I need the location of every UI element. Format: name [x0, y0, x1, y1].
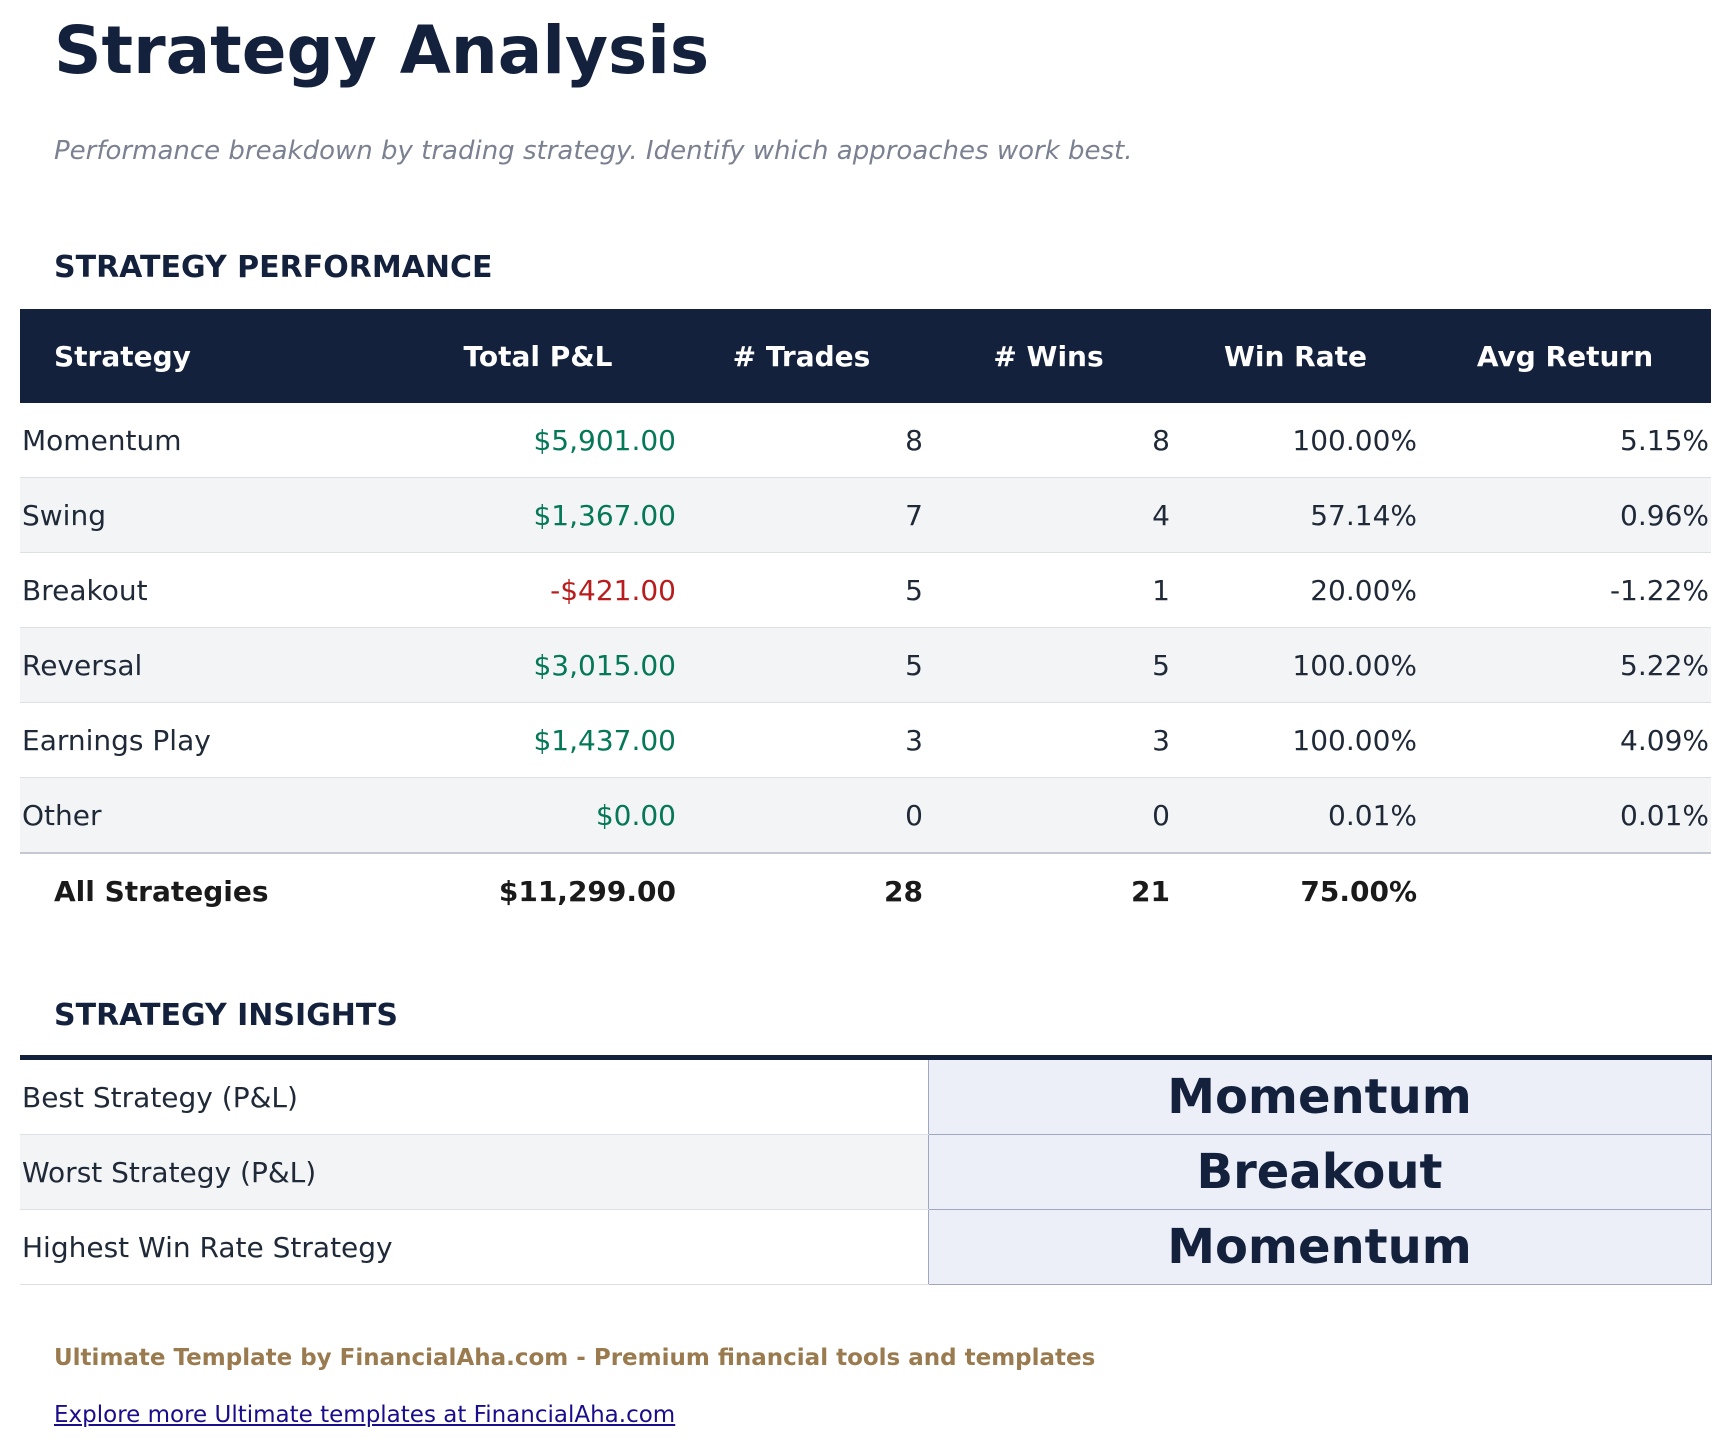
table-cell: -1.22%	[1419, 552, 1711, 628]
insight-row: Best Strategy (P&L) Momentum	[20, 1057, 1712, 1135]
table-cell: 5	[678, 627, 925, 703]
table-cell: -$421.00	[398, 552, 678, 628]
performance-table: Strategy Total P&L # Trades # Wins Win Rate A…	[20, 309, 1711, 929]
table-cell: 5.22%	[1419, 627, 1711, 703]
total-cell: $11,299.00	[398, 852, 678, 929]
header-row: Strategy Total P&L # Trades # Wins Win Rate A…	[20, 309, 1711, 403]
table-cell: Swing	[20, 477, 398, 553]
table-cell: Reversal	[20, 627, 398, 703]
table-cell: $0.00	[398, 777, 678, 854]
table-cell: 8	[678, 403, 925, 478]
total-cell: 21	[925, 852, 1172, 929]
table-cell: 4.09%	[1419, 702, 1711, 778]
table-row: Reversal $3,015.00 5 5 100.00% 5.22%	[20, 627, 1711, 703]
table-cell: 0.01%	[1172, 777, 1419, 854]
footer-link[interactable]: Explore more Ultimate templates at Finan…	[54, 1402, 676, 1428]
table-cell: Earnings Play	[20, 702, 398, 778]
insight-label: Best Strategy (P&L)	[20, 1057, 928, 1135]
section-heading: STRATEGY INSIGHTS	[54, 998, 398, 1033]
insight-value: Momentum	[927, 1057, 1712, 1135]
table-cell: 8	[925, 403, 1172, 478]
table-cell: $5,901.00	[398, 403, 678, 478]
table-cell: 1	[925, 552, 1172, 628]
column-header: # Wins	[925, 309, 1172, 403]
footer-text: Ultimate Template by FinancialAha.com - …	[54, 1345, 1096, 1371]
table-cell: $1,437.00	[398, 702, 678, 778]
column-header: Avg Return	[1419, 309, 1711, 403]
table-cell: 7	[678, 477, 925, 553]
table-cell: 5	[678, 552, 925, 628]
insight-value: Momentum	[927, 1209, 1712, 1285]
page-title: Strategy Analysis	[54, 12, 710, 89]
table-row: Other $0.00 0 0 0.01% 0.01%	[20, 777, 1711, 854]
table-cell: Momentum	[20, 403, 398, 478]
table-row: Swing $1,367.00 7 4 57.14% 0.96%	[20, 477, 1711, 553]
table-row: Momentum $5,901.00 8 8 100.00% 5.15%	[20, 403, 1711, 478]
table-cell: 5.15%	[1419, 403, 1711, 478]
table-cell: 5	[925, 627, 1172, 703]
insight-label: Worst Strategy (P&L)	[20, 1134, 928, 1210]
table-cell: 0.01%	[1419, 777, 1711, 854]
table-cell: 57.14%	[1172, 477, 1419, 553]
table-cell: 100.00%	[1172, 627, 1419, 703]
insight-row: Highest Win Rate Strategy Momentum	[20, 1209, 1712, 1285]
table-cell: 100.00%	[1172, 403, 1419, 478]
column-header: # Trades	[678, 309, 925, 403]
table-cell: 3	[678, 702, 925, 778]
table-cell: 3	[925, 702, 1172, 778]
insight-value: Breakout	[927, 1134, 1712, 1210]
table-cell: Breakout	[20, 552, 398, 628]
table-cell: $3,015.00	[398, 627, 678, 703]
total-cell: 75.00%	[1172, 852, 1419, 929]
column-header: Total P&L	[398, 309, 678, 403]
total-cell: All Strategies	[20, 852, 398, 929]
insights-table: Best Strategy (P&L) Momentum Worst Strateg…	[20, 1055, 1712, 1285]
table-cell: 100.00%	[1172, 702, 1419, 778]
subtitle: Performance breakdown by trading strateg…	[54, 136, 1133, 166]
total-row: All Strategies $11,299.00 28 21 75.00%	[20, 852, 1711, 929]
table-row: Breakout -$421.00 5 1 20.00% -1.22%	[20, 552, 1711, 628]
column-header: Win Rate	[1172, 309, 1419, 403]
table-row: Earnings Play $1,437.00 3 3 100.00% 4.09%	[20, 702, 1711, 778]
total-cell	[1419, 852, 1711, 929]
table-cell: 0.96%	[1419, 477, 1711, 553]
table-cell: Other	[20, 777, 398, 854]
table-cell: 20.00%	[1172, 552, 1419, 628]
insight-label: Highest Win Rate Strategy	[20, 1209, 928, 1285]
column-header: Strategy	[20, 309, 398, 403]
table-cell: 4	[925, 477, 1172, 553]
table-cell: 0	[678, 777, 925, 854]
total-cell: 28	[678, 852, 925, 929]
section-heading: STRATEGY PERFORMANCE	[54, 250, 493, 285]
table-cell: $1,367.00	[398, 477, 678, 553]
table-cell: 0	[925, 777, 1172, 854]
insight-row: Worst Strategy (P&L) Breakout	[20, 1134, 1712, 1210]
